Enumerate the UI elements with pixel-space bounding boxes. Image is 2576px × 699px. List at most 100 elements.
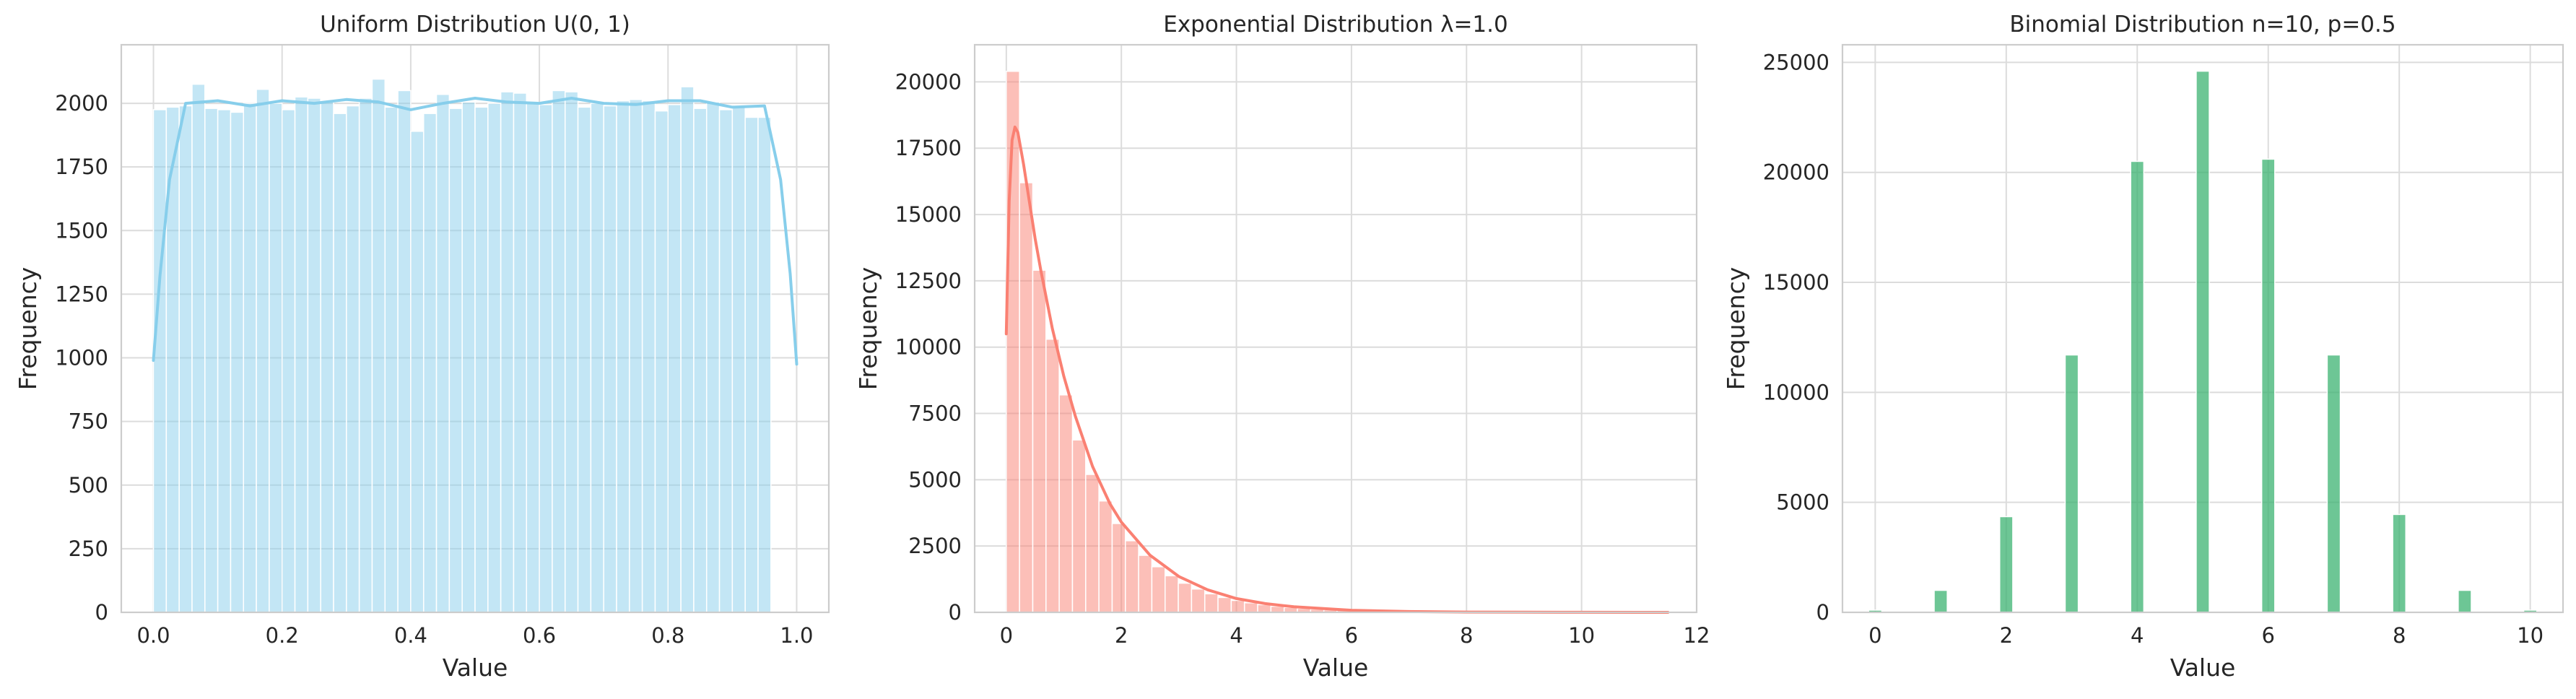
y-tick-label: 20000: [895, 69, 962, 94]
histogram-bar: [1032, 269, 1047, 613]
chart-panel-1: 0 250 500 750 1000 1250 1500 1750 2000 0.0 0.2 0.4 0…: [14, 12, 830, 682]
bars: [1868, 70, 2538, 613]
histogram-bar: [2130, 160, 2145, 613]
y-tick-label: 25000: [1763, 50, 1829, 74]
chart-title: Exponential Distribution λ=1.0: [1163, 12, 1508, 38]
y-axis-label: Frequency: [854, 267, 882, 390]
histogram-bar: [1098, 500, 1113, 613]
x-axis-label: Value: [443, 654, 508, 682]
x-tick-label: 0.0: [136, 623, 170, 648]
histogram-bar: [1045, 338, 1060, 613]
histogram-bar: [616, 100, 630, 613]
histogram-bar: [397, 90, 412, 613]
x-tick-label: 0.4: [394, 623, 427, 648]
bars: [1006, 70, 1668, 613]
y-tick-label: 5000: [1776, 490, 1829, 515]
histogram-bar: [603, 105, 617, 613]
x-tick-label: 8: [1460, 623, 1473, 648]
bars: [152, 78, 772, 613]
histogram-bar: [346, 105, 360, 613]
axes-frame: [1841, 43, 2564, 614]
histogram-bar: [654, 110, 669, 613]
y-tick-label: 5000: [908, 467, 962, 492]
histogram-bar: [1058, 394, 1074, 613]
y-axis-label: Frequency: [14, 267, 42, 390]
histogram-bar: [243, 103, 257, 613]
histogram-bar: [217, 109, 232, 613]
y-tick-label: 0: [1816, 600, 1829, 625]
histogram-bar: [2064, 354, 2079, 613]
histogram-bar: [667, 104, 682, 613]
histogram-bar: [1191, 588, 1206, 613]
histogram-bar: [2392, 513, 2407, 613]
histogram-bar: [1204, 593, 1219, 613]
histogram-bar: [230, 111, 245, 613]
histogram-bar: [384, 106, 399, 613]
histogram-bar: [448, 108, 463, 613]
histogram-bar: [513, 92, 528, 613]
x-tick-label: 1.0: [780, 623, 813, 648]
histogram-bar: [435, 93, 451, 613]
y-tick-label: 2000: [55, 91, 108, 116]
histogram-bar: [422, 113, 438, 613]
y-tick-label: 20000: [1763, 160, 1829, 185]
y-tick-label: 12500: [895, 269, 962, 293]
histogram-bar: [693, 108, 708, 613]
histogram-bar: [1257, 604, 1272, 613]
histogram-bar: [320, 100, 334, 613]
histogram-bar: [1019, 182, 1034, 613]
x-tick-label: 8: [2393, 623, 2406, 648]
histogram-bar: [2260, 158, 2276, 613]
histogram-bar: [1270, 605, 1285, 613]
histogram-bar: [487, 103, 502, 613]
axes-frame: [120, 43, 830, 614]
x-axis-label: Value: [2170, 654, 2236, 682]
x-tick-label: 12: [1684, 623, 1710, 648]
y-tick-label: 15000: [1763, 270, 1829, 295]
y-tick-label: 7500: [908, 401, 962, 426]
histogram-bar: [500, 91, 515, 613]
y-tick-label: 15000: [895, 202, 962, 227]
y-tick-label: 10000: [1763, 380, 1829, 404]
x-tick-label: 6: [1345, 623, 1358, 648]
x-tick-label: 4: [2131, 623, 2144, 648]
y-tick-label: 250: [69, 537, 108, 561]
chart-title: Uniform Distribution U(0, 1): [320, 12, 630, 38]
histogram-bar: [333, 113, 347, 613]
histogram-bar: [539, 104, 553, 613]
histogram-bar: [1125, 540, 1139, 613]
histogram-bar: [1071, 439, 1087, 613]
histogram-bar: [307, 97, 321, 613]
x-tick-label: 0.2: [266, 623, 299, 648]
histogram-bar: [1998, 516, 2014, 613]
histogram-bar: [564, 91, 579, 613]
histogram-bar: [1151, 566, 1166, 613]
x-tick-label: 0: [1000, 623, 1013, 648]
y-tick-label: 750: [69, 409, 108, 434]
histogram-bar: [757, 116, 772, 613]
x-tick-label: 10: [1568, 623, 1595, 648]
histogram-bar: [461, 101, 476, 613]
histogram-bar: [680, 86, 695, 613]
y-tick-label: 1000: [55, 346, 108, 370]
histogram-bar: [269, 103, 283, 613]
chart-panel-3: 0 5000 10000 15000 20000 25000 0 2 4 6 8 10 Binomial…: [1722, 12, 2564, 682]
chart-panel-2: 0 2500 5000 7500 10000 12500 15000 17500 20000 0 2…: [854, 12, 1710, 682]
histogram-bar: [1111, 523, 1126, 613]
histogram-bar: [2196, 70, 2210, 613]
y-tick-label: 2500: [908, 534, 962, 558]
y-tick-label: 1250: [55, 282, 108, 306]
histogram-bar: [744, 116, 759, 613]
histogram-bar: [2458, 589, 2472, 613]
histogram-bar: [1164, 575, 1179, 613]
histogram-bar: [204, 108, 219, 613]
histogram-bar: [358, 97, 373, 613]
histogram-bar: [178, 105, 193, 613]
histogram-bar: [590, 103, 604, 613]
histogram-bar: [281, 109, 296, 613]
y-tick-label: 0: [949, 600, 962, 625]
x-axis-label: Value: [1303, 654, 1369, 682]
histogram-bar: [1178, 582, 1193, 613]
y-tick-label: 10000: [895, 335, 962, 360]
histogram-bar: [1085, 474, 1100, 613]
